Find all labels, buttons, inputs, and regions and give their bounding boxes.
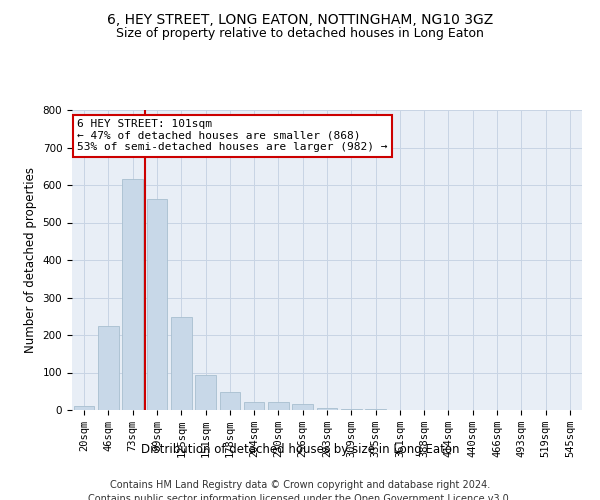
Text: Contains HM Land Registry data © Crown copyright and database right 2024.
Contai: Contains HM Land Registry data © Crown c… [88, 480, 512, 500]
Text: Size of property relative to detached houses in Long Eaton: Size of property relative to detached ho… [116, 28, 484, 40]
Bar [171, 316, 191, 410]
Bar [244, 402, 265, 410]
Bar [317, 408, 337, 410]
Bar [341, 408, 362, 410]
Bar [365, 408, 386, 410]
Text: 6 HEY STREET: 101sqm
← 47% of detached houses are smaller (868)
53% of semi-deta: 6 HEY STREET: 101sqm ← 47% of detached h… [77, 119, 388, 152]
Bar [292, 404, 313, 410]
Bar [268, 402, 289, 410]
Y-axis label: Number of detached properties: Number of detached properties [24, 167, 37, 353]
Bar [98, 326, 119, 410]
Text: Distribution of detached houses by size in Long Eaton: Distribution of detached houses by size … [141, 442, 459, 456]
Bar [122, 178, 143, 410]
Bar [195, 375, 216, 410]
Bar [74, 406, 94, 410]
Bar [220, 392, 240, 410]
Bar [146, 199, 167, 410]
Text: 6, HEY STREET, LONG EATON, NOTTINGHAM, NG10 3GZ: 6, HEY STREET, LONG EATON, NOTTINGHAM, N… [107, 12, 493, 26]
